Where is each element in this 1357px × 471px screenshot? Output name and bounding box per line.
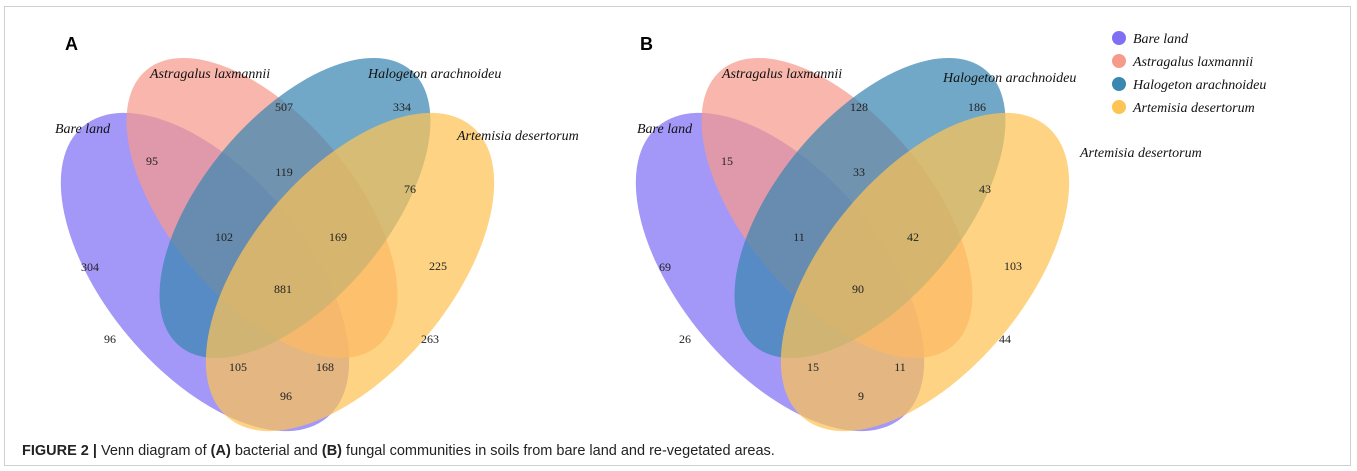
region-count: 90 <box>852 282 864 296</box>
figure-number: FIGURE 2 | <box>22 443 97 459</box>
region-count: 9 <box>858 389 864 403</box>
region-count: 169 <box>329 230 347 244</box>
set-label: Halogeton arachnoideu <box>942 71 1076 86</box>
region-count: 15 <box>721 154 733 168</box>
set-label: Astragalus laxmannii <box>149 67 270 82</box>
panel-label: B <box>640 34 653 54</box>
region-count: 334 <box>393 100 411 114</box>
panel-label: A <box>65 34 78 54</box>
legend-label: Bare land <box>1133 32 1189 47</box>
figure: A Bare land Astragalus laxmannii Halogeton … <box>55 31 1266 432</box>
region-count: 76 <box>404 182 416 196</box>
figure-frame <box>4 6 1351 466</box>
set-ellipse <box>205 112 495 432</box>
region-count: 96 <box>104 332 116 346</box>
caption-text: fungal communities in soils from bare la… <box>346 443 775 459</box>
region-count: 11 <box>894 360 906 374</box>
region-count: 95 <box>146 154 158 168</box>
region-count: 43 <box>979 182 991 196</box>
region-count: 42 <box>907 230 919 244</box>
region-count: 128 <box>850 100 868 114</box>
region-count: 881 <box>274 282 292 296</box>
region-count: 225 <box>429 259 447 273</box>
region-count: 186 <box>968 100 986 114</box>
region-count: 44 <box>999 332 1011 346</box>
caption-text: Venn diagram of <box>101 443 207 459</box>
legend-label: Artemisia desertorum <box>1132 101 1255 116</box>
set-label: Artemisia desertorum <box>1079 146 1202 161</box>
region-count: 11 <box>793 230 805 244</box>
region-count: 168 <box>316 360 334 374</box>
legend-swatch <box>1112 100 1126 114</box>
legend-label: Astragalus laxmannii <box>1132 55 1253 70</box>
region-count: 26 <box>679 332 691 346</box>
region-count: 507 <box>275 100 293 114</box>
region-count: 96 <box>280 389 292 403</box>
set-label: Bare land <box>637 122 693 137</box>
region-count: 304 <box>81 260 99 274</box>
legend-label: Halogeton arachnoideu <box>1132 78 1266 93</box>
legend-swatch <box>1112 77 1126 91</box>
legend-swatch <box>1112 54 1126 68</box>
region-count: 15 <box>807 360 819 374</box>
legend-swatch <box>1112 31 1126 45</box>
caption-text: bacterial and <box>234 443 318 459</box>
region-count: 103 <box>1004 259 1022 273</box>
caption: FIGURE 2 | Venn diagram of (A) bacterial… <box>22 443 775 459</box>
region-count: 102 <box>215 230 233 244</box>
region-count: 33 <box>853 165 865 179</box>
region-count: 119 <box>275 165 293 179</box>
region-count: 263 <box>421 332 439 346</box>
set-label: Halogeton arachnoideu <box>367 67 501 82</box>
set-label: Bare land <box>55 122 111 137</box>
caption-ref: (A) <box>210 443 231 459</box>
caption-ref: (B) <box>321 443 343 459</box>
set-ellipse <box>780 112 1070 432</box>
set-label: Artemisia desertorum <box>456 129 579 144</box>
region-count: 105 <box>229 360 247 374</box>
region-count: 69 <box>659 260 671 274</box>
set-label: Astragalus laxmannii <box>721 67 842 82</box>
